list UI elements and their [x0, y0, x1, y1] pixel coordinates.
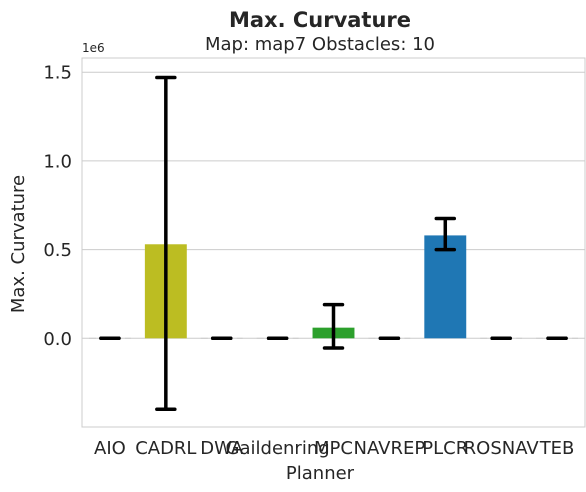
x-tick-label: ROSNAV [464, 438, 540, 459]
plot-frame [81, 57, 586, 428]
error-bars [99, 75, 568, 412]
y-tick-label: 0.5 [43, 240, 72, 261]
y-tick-label: 1.5 [43, 63, 72, 84]
x-tick-label: PLCR [422, 438, 468, 459]
y-axis-offset-label: 1e6 [82, 41, 105, 55]
bar [424, 235, 467, 339]
y-axis-label: Max. Curvature [8, 175, 29, 313]
y-tick-label: 1.0 [43, 151, 72, 172]
x-tick-label: Gaildenring [226, 438, 330, 459]
x-tick-label: AIO [94, 438, 126, 459]
x-tick-label: TEB [539, 438, 575, 459]
x-tick-label: CADRL [135, 438, 196, 459]
x-axis-label: Planner [286, 463, 355, 484]
x-tick-label: NAVREP [354, 438, 426, 459]
chart-title: Max. Curvature [229, 8, 411, 32]
chart-subtitle: Map: map7 Obstacles: 10 [205, 34, 435, 55]
y-tick-label: 0.0 [43, 329, 72, 350]
x-tick-label: DWA [200, 438, 244, 459]
x-tick-label: MPC [314, 438, 353, 459]
